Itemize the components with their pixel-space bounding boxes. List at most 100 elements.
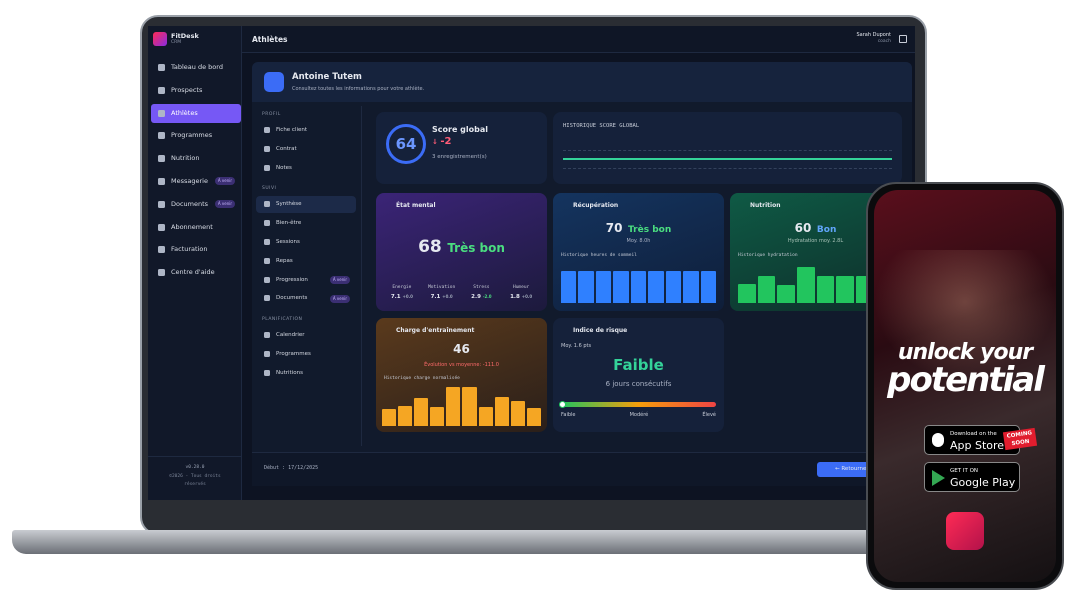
logo <box>153 32 167 46</box>
nav-item[interactable]: Facturation <box>151 240 241 259</box>
bar <box>478 407 493 426</box>
metric-name: Stress <box>473 285 490 290</box>
nutrition-history-title: Historique hydratation <box>738 253 798 258</box>
bar <box>648 271 664 303</box>
nav-item[interactable]: Athlètes <box>151 103 241 123</box>
metric-name: Energie <box>392 285 412 290</box>
submenu-badge: À venir <box>329 294 350 303</box>
nav-label: Abonnement <box>171 222 213 231</box>
score-records: 3 enregistrement(s) <box>432 154 487 160</box>
submenu-item[interactable]: Repas <box>256 253 356 270</box>
sidebar: FitDesk CRM Tableau de bord Prospects Athl… <box>148 26 242 500</box>
nutrition-value: 60 <box>794 221 812 235</box>
mental-value: 68 <box>418 237 442 257</box>
recovery-title: Récupération <box>573 202 619 209</box>
risk-streak: 6 jours consécutifs <box>605 380 672 388</box>
risk-average: Moy. 1.6 pts <box>561 343 592 349</box>
submenu-item[interactable]: Synthèse <box>256 196 356 214</box>
bar <box>700 271 716 303</box>
metric: Motivation 7.1 +0.0 <box>422 285 462 305</box>
nutrition-score: 60 Bon <box>730 217 901 236</box>
submenu-heading: PROFIL <box>262 112 281 117</box>
bar <box>613 271 629 303</box>
app-store-badge[interactable]: Download on the App Store <box>924 425 1020 455</box>
nav-icon <box>158 269 165 277</box>
load-bars <box>382 386 541 426</box>
submenu-item[interactable]: Nutritions <box>256 365 356 382</box>
submenu-icon <box>264 257 270 264</box>
copyright: ©2026 - Tous droits réservés <box>169 474 221 487</box>
nav-item[interactable]: Programmes <box>151 126 241 145</box>
bar <box>757 276 776 303</box>
metric-row: 7.1 +0.0 <box>422 294 462 300</box>
mental-rating: Très bon <box>447 241 505 255</box>
load-value: 46 <box>453 342 470 356</box>
bar <box>462 386 477 426</box>
start-date: Début : 17/12/2025 <box>264 465 319 471</box>
nav-icon <box>158 200 165 208</box>
nav-item[interactable]: Centre d'aide <box>151 263 241 282</box>
mental-metrics: Energie 7.1 +0.0 Motivation 7.1 +0.0 Stress 2… <box>382 285 541 305</box>
load-evolution: Évolution vs moyenne: -111.0 <box>424 362 499 368</box>
submenu-label: Fiche client <box>276 127 308 133</box>
bar <box>414 398 429 426</box>
history-line <box>563 158 892 160</box>
nav-item[interactable]: Documents À venir <box>151 195 241 214</box>
load-title: Charge d'entraînement <box>396 327 475 334</box>
appstore-label: App Store <box>950 439 1005 452</box>
bar <box>526 408 541 426</box>
nav-item[interactable]: Nutrition <box>151 149 241 168</box>
nutrition-average: Hydratation moy. 2.8L <box>787 238 844 244</box>
nav-label: Athlètes <box>171 108 198 117</box>
submenu-label: Synthèse <box>276 201 302 208</box>
bar <box>430 407 445 426</box>
submenu-item[interactable]: Calendrier <box>256 327 356 344</box>
submenu-icon <box>264 276 270 283</box>
metric-value: 7.1 <box>390 294 401 300</box>
load-card: Charge d'entraînement 46 Évolution vs mo… <box>376 318 547 432</box>
submenu-item[interactable]: Notes <box>256 160 356 177</box>
recovery-history-title: Historique heures de sommeil <box>561 253 637 258</box>
recovery-rating: Très bon <box>628 225 672 235</box>
bar <box>665 271 682 303</box>
nav-item[interactable]: Tableau de bord <box>151 58 241 77</box>
submenu-item[interactable]: Fiche client <box>256 122 356 139</box>
metric: Stress 2.9 -2.0 <box>462 285 502 305</box>
metric: Humeur 1.8 +0.0 <box>501 285 541 305</box>
google-play-badge[interactable]: GET IT ON Google Play <box>924 462 1020 492</box>
mental-card: État mental 68 Très bon Energie 7.1 +0.0 M… <box>376 193 547 311</box>
risk-scale-label: Modéré <box>629 412 649 418</box>
risk-level: Faible <box>613 356 664 374</box>
submenu-item[interactable]: Contrat <box>256 141 356 158</box>
submenu-icon <box>264 369 270 376</box>
hero-photo <box>874 250 1056 380</box>
metric-name: Humeur <box>512 285 530 290</box>
submenu-item[interactable]: Programmes <box>256 346 356 363</box>
nav-item[interactable]: Prospects <box>151 81 241 100</box>
nav-item[interactable]: Abonnement <box>151 218 241 237</box>
bar <box>595 271 612 303</box>
submenu-icon <box>264 295 270 302</box>
submenu-item[interactable]: Bien-être <box>256 215 356 232</box>
submenu-item[interactable]: Documents À venir <box>256 290 356 307</box>
risk-gauge <box>561 402 716 407</box>
athlete-header: Antoine Tutem Consultez toutes les infor… <box>252 62 912 102</box>
bar <box>683 271 699 303</box>
app-screen: FitDesk CRM Tableau de bord Prospects Athl… <box>148 26 915 500</box>
submenu-label: Bien-être <box>276 220 302 227</box>
submenu-label: Progression <box>276 276 308 283</box>
logout-button[interactable] <box>899 35 907 43</box>
nav-label: Prospects <box>171 85 203 94</box>
nutrition-title: Nutrition <box>750 202 781 209</box>
page-title: Athlètes <box>252 35 288 44</box>
coming-soon: COMING SOON <box>1002 427 1038 451</box>
nav-label: Documents <box>171 199 209 208</box>
bar <box>561 271 577 303</box>
brand: FitDesk <box>171 32 199 40</box>
nav-item[interactable]: Messagerie À venir <box>151 172 241 191</box>
metric-row: 1.8 +0.0 <box>501 294 541 300</box>
submenu-item[interactable]: Progression À venir <box>256 272 356 289</box>
submenu-item[interactable]: Sessions <box>256 234 356 251</box>
load-history-title: Historique charge normalisée <box>384 376 460 381</box>
